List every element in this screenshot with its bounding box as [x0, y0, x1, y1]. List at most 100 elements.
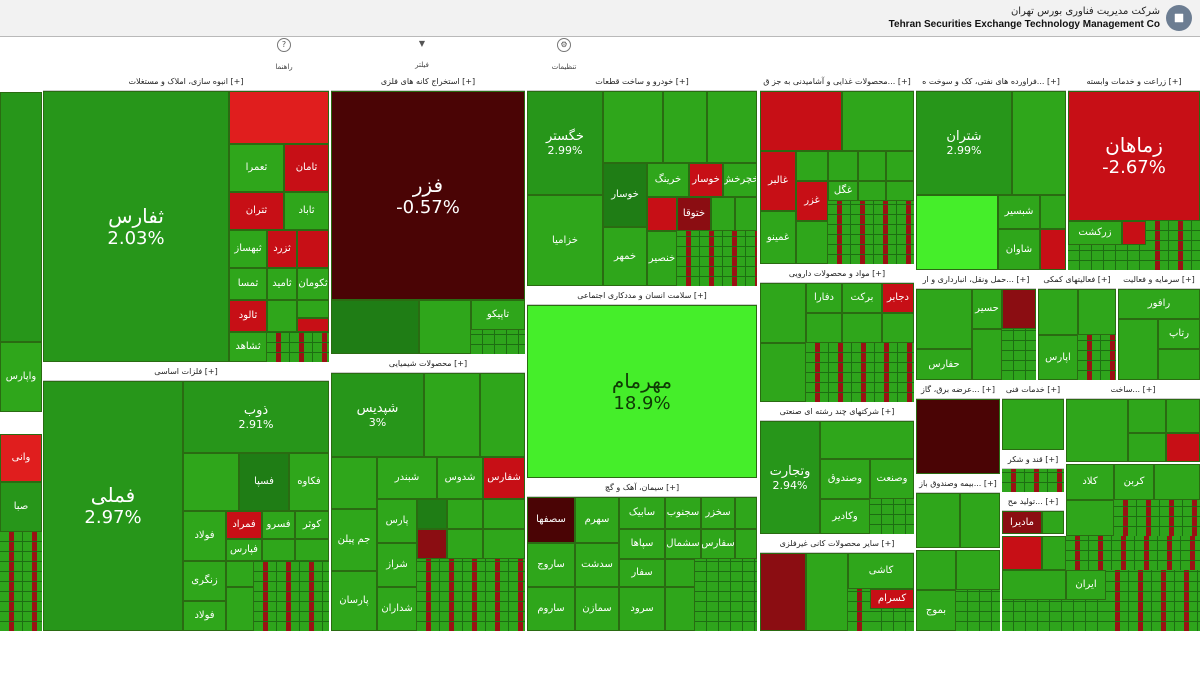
tile[interactable]: [820, 421, 914, 459]
tile[interactable]: غمینو: [760, 211, 796, 264]
tile[interactable]: [1066, 500, 1114, 536]
tile[interactable]: سهرم: [575, 497, 619, 543]
tile[interactable]: کوثر: [295, 511, 329, 539]
tile[interactable]: پارسان: [331, 571, 377, 631]
tile[interactable]: [417, 529, 447, 559]
tile[interactable]: [796, 151, 828, 181]
tile[interactable]: [886, 151, 914, 181]
tile[interactable]: سابیک: [619, 497, 665, 529]
sector-title[interactable]: خودرو و ساخت قطعات [+]: [527, 74, 757, 91]
tile[interactable]: [735, 497, 757, 529]
tile[interactable]: [1038, 289, 1078, 335]
tile[interactable]: [858, 181, 886, 201]
tile[interactable]: [480, 373, 525, 457]
tile[interactable]: سرود: [619, 587, 665, 631]
tile[interactable]: ثالود: [229, 300, 267, 332]
tile[interactable]: [262, 539, 295, 561]
tile[interactable]: [1012, 91, 1066, 195]
tile[interactable]: کربن: [1114, 464, 1154, 500]
tile[interactable]: غگل: [828, 181, 858, 201]
tile[interactable]: [226, 587, 254, 631]
tile[interactable]: [760, 553, 806, 631]
tile[interactable]: [1040, 229, 1066, 270]
sector-title[interactable]: سرمایه و فعالیت [+]: [1118, 272, 1200, 289]
sector-title[interactable]: تولید مح... [+]: [1002, 494, 1064, 511]
tile[interactable]: وصنعت: [870, 459, 914, 499]
tile[interactable]: [1042, 536, 1066, 570]
tile[interactable]: ماديرا: [1002, 511, 1042, 534]
tile-zamahan[interactable]: زماهان -2.67%: [1068, 91, 1200, 221]
sector-title[interactable]: شرکتهای چند رشته ای صنعتی [+]: [760, 404, 914, 421]
tile[interactable]: [1002, 536, 1042, 570]
sector-title[interactable]: محصولات غذایی و آشامیدنی به جز ق... [+]: [760, 74, 914, 91]
sector-title[interactable]: زراعت و خدمات وابسته [+]: [1068, 74, 1200, 91]
tile[interactable]: شداران: [377, 587, 417, 631]
tile[interactable]: [1118, 319, 1158, 380]
tile[interactable]: [603, 91, 663, 163]
tile[interactable]: حفارس: [916, 349, 972, 380]
tile[interactable]: فپارس: [226, 539, 262, 561]
tile[interactable]: شدوس: [437, 457, 483, 499]
tile[interactable]: [424, 373, 480, 457]
tile-fameli[interactable]: فملی 2.97%: [43, 381, 183, 631]
tile-mehrmam[interactable]: مهرمام 18.9%: [527, 305, 757, 478]
sector-title[interactable]: سلامت انسان و مددکاری اجتماعی [+]: [527, 288, 757, 305]
tile[interactable]: ساروم: [527, 587, 575, 631]
settings-button[interactable]: ⚙ تنظیمات: [534, 37, 594, 73]
tile[interactable]: [916, 493, 960, 548]
tile[interactable]: صبا: [0, 482, 42, 532]
tile[interactable]: [858, 151, 886, 181]
tile[interactable]: سصفها: [527, 497, 575, 543]
tile[interactable]: کلاد: [1066, 464, 1114, 500]
tile[interactable]: [1002, 399, 1064, 450]
tile[interactable]: ثمسا: [229, 268, 267, 300]
tile[interactable]: ثامید: [267, 268, 297, 300]
sector-title[interactable]: فلزات اساسی [+]: [43, 364, 329, 381]
tile[interactable]: فولاد: [183, 601, 226, 631]
tile[interactable]: [806, 553, 848, 631]
tile[interactable]: برکت: [842, 283, 882, 313]
tile[interactable]: [665, 559, 695, 587]
tile[interactable]: شبسیر: [998, 195, 1040, 229]
tile[interactable]: [960, 493, 1000, 548]
tile[interactable]: فسرو: [262, 511, 295, 539]
tile[interactable]: شبندر: [377, 457, 437, 499]
tile[interactable]: [711, 197, 735, 231]
tile[interactable]: رافور: [1118, 289, 1200, 319]
tile[interactable]: اپارس: [1038, 335, 1078, 380]
help-button[interactable]: ? راهنما: [254, 37, 314, 73]
tile-zob[interactable]: ذوب 2.91%: [183, 381, 329, 453]
tile[interactable]: [1002, 570, 1066, 600]
sector-title[interactable]: فعالیتهای کمکی [+]: [1038, 272, 1116, 289]
sector-title[interactable]: استخراج کانه های فلزی [+]: [331, 74, 525, 91]
sector-title[interactable]: عرضه برق، گاز... [+]: [916, 382, 1000, 399]
tile-vtejarat[interactable]: وتجارت 2.94%: [760, 421, 820, 534]
tile[interactable]: [226, 561, 254, 587]
tile[interactable]: [735, 197, 757, 231]
tile[interactable]: ساروج: [527, 543, 575, 587]
tile[interactable]: [663, 91, 707, 163]
tile[interactable]: [331, 300, 419, 354]
tile[interactable]: [1166, 399, 1200, 433]
tile[interactable]: زنگری: [183, 561, 226, 601]
tile[interactable]: [916, 195, 998, 270]
tile[interactable]: کسرام: [870, 589, 914, 609]
tile[interactable]: سفارس: [701, 529, 735, 559]
tile[interactable]: ثزرد: [267, 230, 297, 268]
tile[interactable]: [1040, 195, 1066, 229]
tile[interactable]: غالبر: [760, 151, 796, 211]
tile[interactable]: سپاها: [619, 529, 665, 559]
tile[interactable]: فسپا: [239, 453, 289, 511]
tile-khgstr[interactable]: خگستر 2.99%: [527, 91, 603, 195]
tile[interactable]: ثاباد: [284, 192, 329, 230]
sector-title[interactable]: انبوه سازی، املاک و مستغلات [+]: [43, 74, 329, 91]
tile[interactable]: [0, 92, 42, 342]
tile-fezar[interactable]: فزر -0.57%: [331, 91, 525, 300]
tile[interactable]: [419, 300, 471, 354]
tile[interactable]: ثعمرا: [229, 144, 284, 192]
tile[interactable]: [796, 221, 828, 264]
sector-title[interactable]: سیمان، آهک و گچ [+]: [527, 480, 757, 497]
tile[interactable]: فولاد: [183, 511, 226, 561]
tile[interactable]: [1166, 433, 1200, 462]
tile[interactable]: سمازن: [575, 587, 619, 631]
